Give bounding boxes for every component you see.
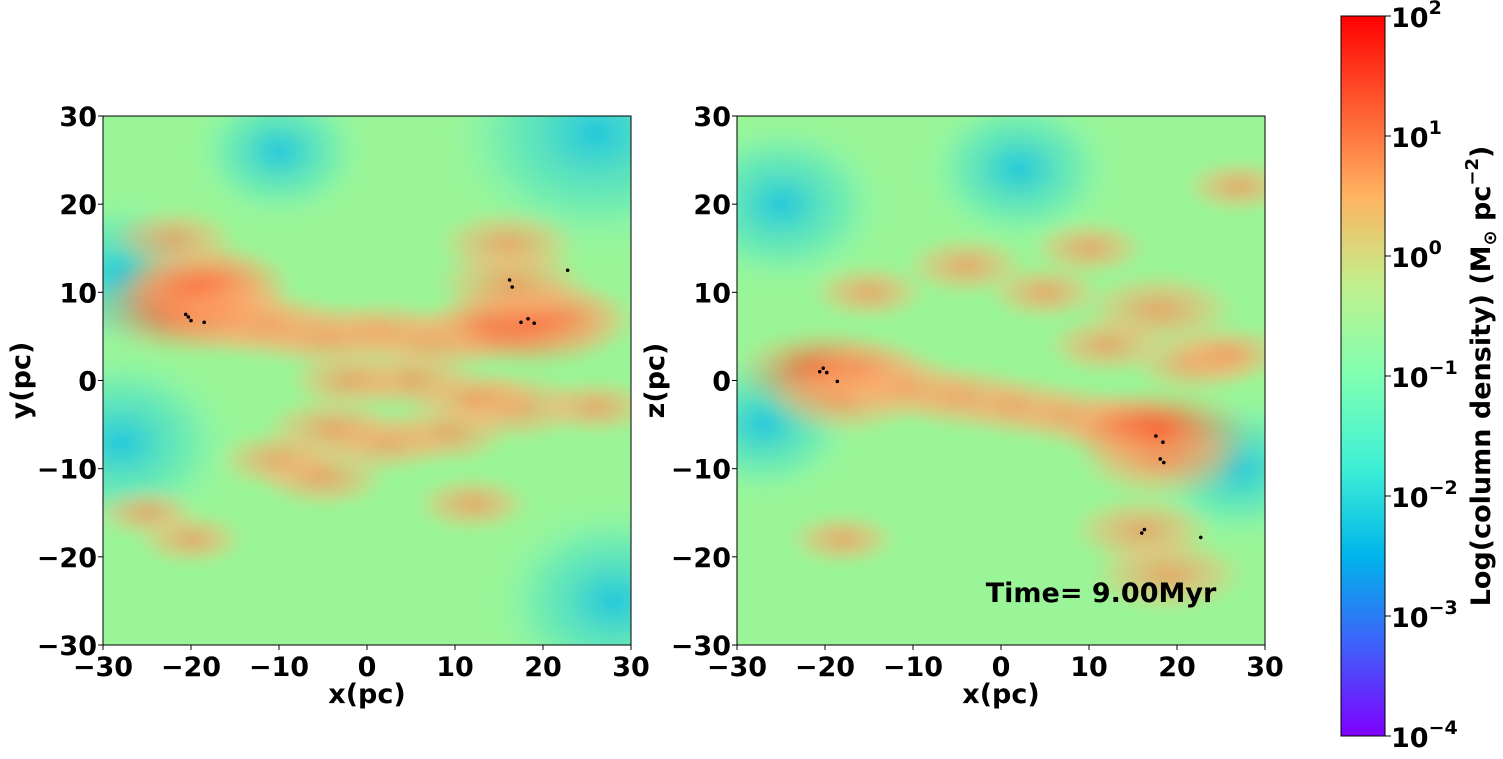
panel-xz: −30 −20 −10 0 10 20 30 −30 −20 −10 0 10 20 30 x(pc) z(p… [640,102,1284,710]
star-particle [1158,457,1163,461]
x-tick-label: −10 [249,652,309,683]
x-tick-label: 0 [992,652,1011,683]
x-tick-label: 30 [612,652,650,683]
star-particle [510,285,514,289]
star-particle [821,366,826,370]
filament-clump [537,378,631,436]
colorbar-tick-label: 10−3 [1391,597,1458,634]
y-tick-label: −10 [37,455,97,486]
x-tick-label: 20 [524,652,562,683]
filament-clump [107,207,240,271]
filament-clump [1077,418,1251,502]
star-particle [1154,434,1158,438]
star-particle [202,320,206,325]
star-particle [1198,535,1203,540]
colorbar-tick-label: 102 [1391,0,1442,34]
x-tick-label: −10 [883,652,943,683]
x-tick-label: 30 [1246,652,1284,683]
star-particle [824,370,829,375]
colorbar-gradient [1340,15,1386,737]
y-tick-label: 0 [78,367,97,398]
filament-clump [1167,324,1265,384]
y-tick-label: 0 [712,367,731,398]
filament-clump [1044,315,1169,376]
x-axis-label: x(pc) [328,679,405,710]
x-tick-label: 20 [1158,652,1196,683]
star-particle [526,316,530,321]
filament-clump [432,245,592,322]
x-tick-label: 0 [358,652,377,683]
y-tick-label: −10 [671,455,731,486]
y-axis-label: y(pc) [6,342,37,420]
filament-clump [1088,536,1248,613]
low-density-region [490,502,631,645]
x-tick-label: −20 [795,652,855,683]
colorbar-tick-label: 100 [1391,237,1442,274]
filament-clump [810,264,928,321]
x-tick-label: −20 [161,652,221,683]
star-particle [186,315,191,319]
x-axis-label: x(pc) [962,679,1039,710]
filament-clump [1183,159,1265,214]
low-density-region [103,351,235,534]
y-tick-label: 20 [693,190,731,221]
filament-clump [787,512,898,566]
star-particle [189,318,193,323]
low-density-region [922,116,1115,246]
y-tick-label: 10 [693,278,731,309]
filament-clump [287,350,412,411]
y-tick-label: 10 [59,278,97,309]
y-tick-label: −20 [37,543,97,574]
filament-clump [1030,220,1148,277]
colorbar-tick-label: 10−1 [1391,357,1458,394]
star-particle [532,321,536,325]
colorbar-tick-label: 101 [1391,117,1442,154]
filament-clump [257,445,389,509]
low-density-region [737,120,886,289]
y-tick-label: −30 [37,631,97,662]
star-particle [817,369,822,374]
y-tick-label: 30 [59,102,97,133]
colorbar-tick-label: 10−2 [1391,477,1458,514]
y-tick-label: −20 [671,543,731,574]
star-particle [519,320,523,325]
y-tick-label: 20 [59,190,97,221]
x-tick-label: 10 [1070,652,1108,683]
x-tick-label: −30 [707,652,767,683]
star-particle [1140,531,1144,535]
x-tick-label: 10 [436,652,474,683]
filament-clump [103,487,199,538]
star-particle [1161,440,1165,445]
star-particle [507,278,512,282]
star-particle [565,268,570,273]
x-tick-label: −30 [73,652,133,683]
star-particle [1142,527,1147,532]
colorbar-label: Log(column density) (M⊙ pc−2) [1462,146,1501,607]
density-map [737,116,1265,645]
star-particle [183,312,188,317]
filament-clump [903,236,1028,296]
star-particle [1162,460,1166,465]
filament-clump [413,475,532,533]
time-annotation: Time= 9.00Myr [986,578,1217,609]
y-tick-label: −30 [671,631,731,662]
y-tick-label: 30 [693,102,731,133]
low-density-region [192,116,366,221]
y-axis-label: z(pc) [640,343,671,419]
star-particle [835,379,840,384]
colorbar-tick-label: 10−4 [1391,717,1458,754]
panel-xy: −30 −20 −10 0 10 20 30 −30 −20 −10 0 10 20 30 x(pc) y(p… [6,102,650,710]
density-map [103,116,631,645]
colorbar: 102 101 100 10−1 10−2 10−3 10−4 Log(column den… [1340,0,1501,754]
